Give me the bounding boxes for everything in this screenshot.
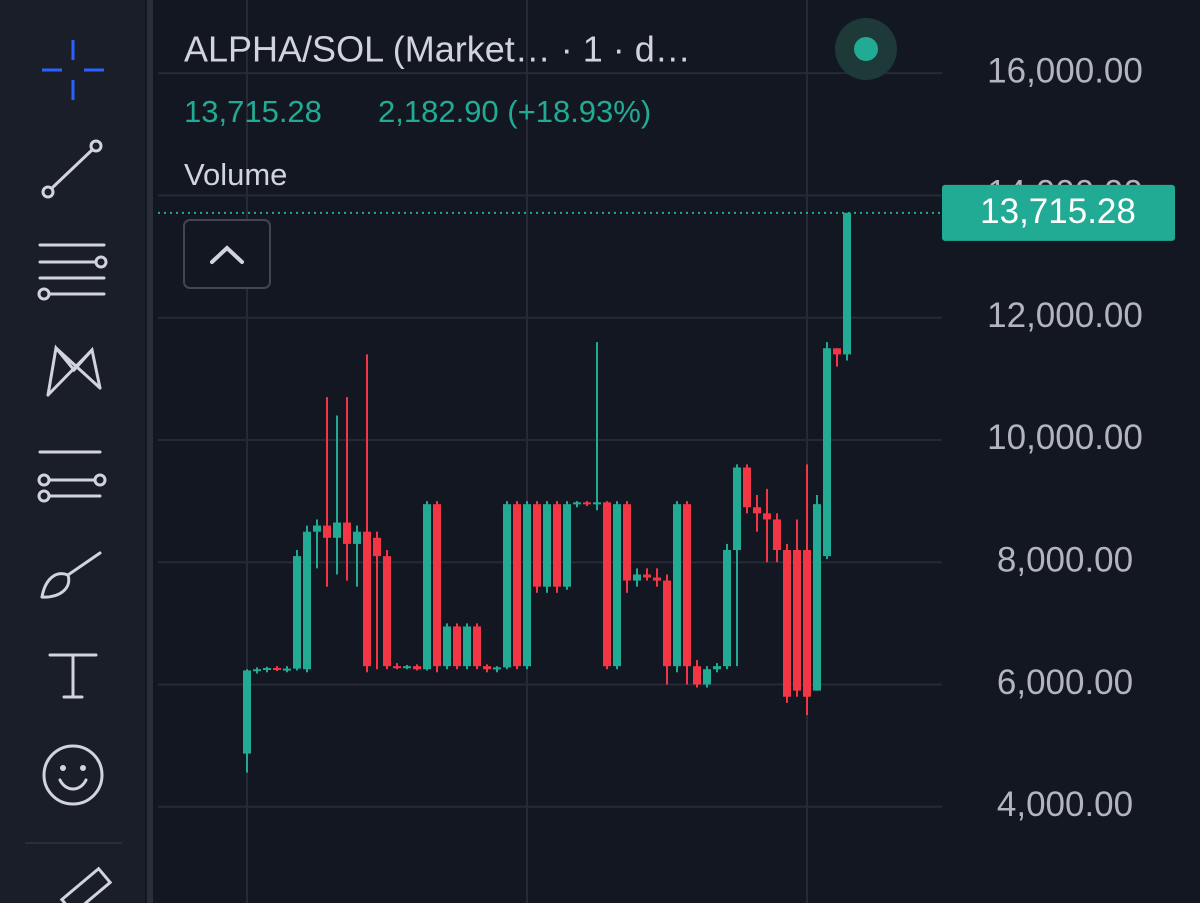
prediction-tool[interactable] bbox=[37, 450, 107, 503]
price-change: 2,182.90 (+18.93%) bbox=[378, 94, 651, 129]
candle-body bbox=[733, 467, 741, 551]
pattern-tool[interactable] bbox=[46, 344, 102, 397]
collapse-button[interactable] bbox=[183, 219, 271, 289]
candle-body bbox=[393, 666, 401, 669]
candle-body bbox=[243, 670, 251, 754]
trendline-tool[interactable] bbox=[41, 139, 103, 199]
candle-body bbox=[663, 580, 671, 667]
candle-body bbox=[303, 531, 311, 670]
candle-body bbox=[743, 467, 751, 508]
y-tick-label: 10,000.00 bbox=[987, 418, 1143, 457]
candle-body bbox=[833, 348, 841, 355]
last-price-label: 13,715.28 bbox=[980, 192, 1136, 231]
tools bbox=[25, 40, 122, 903]
candle-body bbox=[323, 525, 331, 538]
candle-body bbox=[763, 513, 771, 520]
candle-body bbox=[593, 502, 601, 505]
candles bbox=[243, 212, 851, 773]
candle-body bbox=[563, 504, 571, 587]
y-tick-label: 4,000.00 bbox=[997, 785, 1133, 824]
candle-body bbox=[383, 556, 391, 667]
fib-tool[interactable] bbox=[37, 243, 108, 301]
candle-body bbox=[803, 550, 811, 697]
candle-body bbox=[823, 348, 831, 557]
candle-body bbox=[513, 504, 521, 667]
candle-body bbox=[653, 577, 661, 581]
symbol-title: ALPHA/SOL (Market… · 1 · d… bbox=[184, 29, 691, 70]
candle-body bbox=[333, 522, 341, 538]
crosshair-tool[interactable] bbox=[42, 40, 104, 100]
candle-body bbox=[493, 667, 501, 670]
candle-body bbox=[583, 502, 591, 505]
candle-body bbox=[423, 504, 431, 670]
candle-body bbox=[693, 666, 701, 685]
emoji-tool[interactable] bbox=[42, 744, 104, 806]
candle-body bbox=[643, 574, 651, 578]
candle-body bbox=[713, 666, 721, 670]
text-tool[interactable] bbox=[48, 653, 98, 699]
candle-body bbox=[683, 504, 691, 667]
candle-body bbox=[633, 574, 641, 581]
brush-tool[interactable] bbox=[40, 551, 102, 599]
candle-body bbox=[773, 519, 781, 551]
candle-body bbox=[253, 669, 261, 672]
last-price: 13,715.28 bbox=[184, 94, 322, 129]
candle-body bbox=[453, 626, 461, 667]
candle-body bbox=[373, 537, 381, 557]
y-tick-label: 6,000.00 bbox=[997, 663, 1133, 702]
candle-body bbox=[753, 507, 761, 514]
candle-body bbox=[703, 669, 711, 685]
candle-body bbox=[353, 531, 361, 544]
candle-body bbox=[573, 502, 581, 505]
candle-body bbox=[283, 668, 291, 671]
candle-body bbox=[343, 522, 351, 544]
y-tick-label: 16,000.00 bbox=[987, 51, 1143, 90]
candle-body bbox=[723, 550, 731, 667]
candle-body bbox=[403, 666, 411, 669]
candle-body bbox=[543, 504, 551, 587]
candle-body bbox=[503, 504, 511, 668]
candle-body bbox=[613, 504, 621, 667]
candle-body bbox=[313, 525, 321, 532]
ruler-tool[interactable] bbox=[59, 866, 113, 903]
y-tick-label: 12,000.00 bbox=[987, 296, 1143, 335]
candle-body bbox=[273, 668, 281, 671]
candle-body bbox=[813, 504, 821, 691]
candle-body bbox=[523, 504, 531, 667]
candle-body bbox=[433, 504, 441, 667]
candle-body bbox=[293, 556, 301, 669]
price-axis: 4,000.00 6,000.00 8,000.00 10,000.00 12,000.… bbox=[158, 51, 1175, 824]
candle-body bbox=[843, 212, 851, 355]
status-dot bbox=[835, 18, 897, 80]
candle-body bbox=[553, 504, 561, 587]
last-price-box bbox=[942, 184, 1175, 241]
candle-body bbox=[473, 626, 481, 667]
candle-body bbox=[533, 504, 541, 587]
candle-body bbox=[413, 666, 421, 670]
candle-body bbox=[793, 550, 801, 691]
candle-body bbox=[483, 666, 491, 670]
candle-body bbox=[443, 626, 451, 667]
candle-body bbox=[363, 531, 371, 667]
candle-body bbox=[463, 626, 471, 667]
candle-body bbox=[673, 504, 681, 667]
candle-body bbox=[263, 668, 271, 671]
pane-label: Volume bbox=[184, 157, 287, 192]
candle-body bbox=[603, 502, 611, 667]
y-tick-label: 8,000.00 bbox=[997, 540, 1133, 579]
candle-body bbox=[783, 550, 791, 697]
candle-body bbox=[623, 504, 631, 581]
